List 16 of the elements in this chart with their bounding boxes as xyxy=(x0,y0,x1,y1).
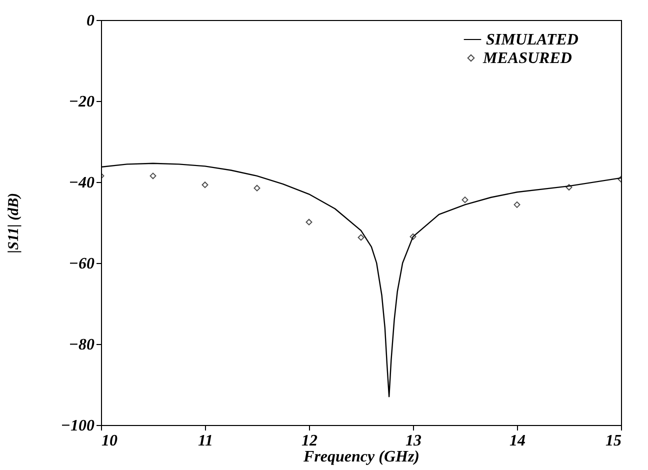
x-tick-label: 12 xyxy=(302,432,318,450)
x-axis-title: Frequency (GHz) xyxy=(302,448,420,466)
y-tick-label: −80 xyxy=(68,336,94,354)
y-tick-label: −100 xyxy=(60,418,94,434)
y-axis-title: |S11| (dB) xyxy=(6,192,22,254)
y-tick-label: −40 xyxy=(68,174,94,192)
y-tick-label: 0 xyxy=(86,12,94,30)
legend-label: SIMULATED xyxy=(486,32,579,48)
x-tick-label: 15 xyxy=(606,432,622,450)
x-tick-label: 13 xyxy=(406,432,422,450)
x-tick-label: 10 xyxy=(102,432,118,450)
x-tick-label: 14 xyxy=(510,432,526,450)
y-tick-label: −60 xyxy=(68,256,94,272)
legend-label: MEASURED xyxy=(482,50,572,67)
x-tick-label: 11 xyxy=(198,432,214,450)
y-tick-label: −20 xyxy=(68,94,94,110)
